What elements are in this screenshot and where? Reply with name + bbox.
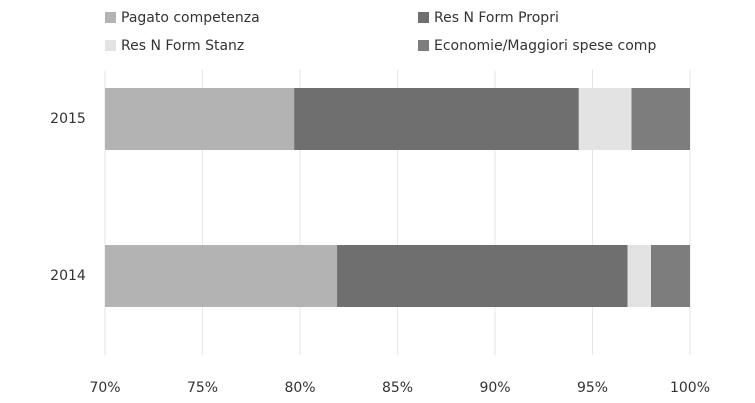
legend-swatch xyxy=(418,12,429,23)
bars xyxy=(105,88,690,307)
x-tick-label: 85% xyxy=(382,380,413,396)
x-tick-label: 80% xyxy=(284,380,315,396)
category-label: 2014 xyxy=(50,268,86,284)
bar-segment xyxy=(105,245,338,307)
legend-label: Pagato competenza xyxy=(121,10,260,26)
x-tick-label: 90% xyxy=(479,380,510,396)
x-tick-label: 100% xyxy=(670,380,710,396)
bar-segment xyxy=(105,88,295,150)
bar-segment xyxy=(651,245,690,307)
x-tick-label: 70% xyxy=(89,380,120,396)
bar-segment xyxy=(294,88,579,150)
category-label: 2015 xyxy=(50,111,86,127)
legend-label: Res N Form Propri xyxy=(434,10,559,26)
x-tick-label: 75% xyxy=(187,380,218,396)
bar-segment xyxy=(631,88,690,150)
legend-swatch xyxy=(105,12,116,23)
legend-label: Economie/Maggiori spese comp xyxy=(434,38,656,54)
legend-label: Res N Form Stanz xyxy=(121,38,244,54)
legend-swatch xyxy=(418,40,429,51)
bar-segment xyxy=(578,88,632,150)
x-tick-label: 95% xyxy=(577,380,608,396)
bar-segment xyxy=(627,245,651,307)
legend-swatch xyxy=(105,40,116,51)
bar-segment xyxy=(337,245,628,307)
